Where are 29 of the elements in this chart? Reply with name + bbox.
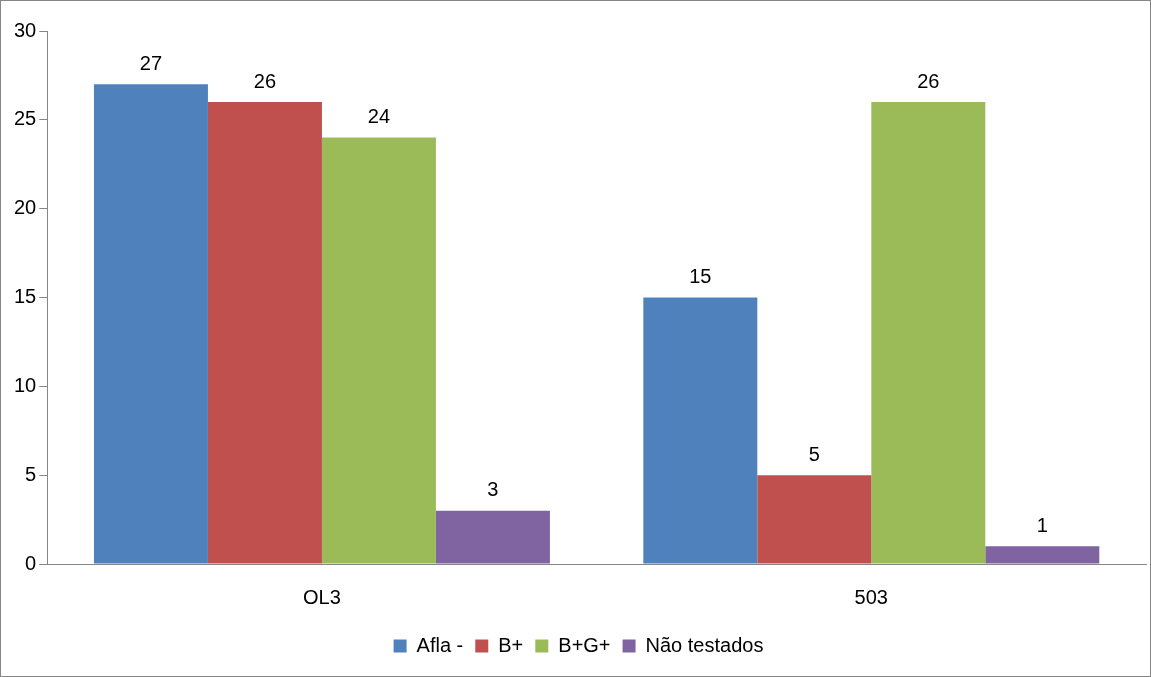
- legend-label: B+: [498, 633, 524, 656]
- y-tick-label: 5: [25, 462, 37, 485]
- bar: [435, 510, 550, 564]
- y-tick-label: 25: [14, 107, 37, 130]
- bar: [757, 475, 872, 564]
- y-tick-label: 20: [14, 196, 37, 219]
- bar: [321, 137, 436, 564]
- data-label: 27: [139, 51, 163, 74]
- x-tick-label: OL3: [303, 585, 341, 608]
- y-tick-label: 15: [14, 285, 37, 308]
- data-label: 26: [917, 69, 940, 92]
- data-label: 5: [808, 442, 820, 465]
- data-label: 3: [487, 478, 499, 501]
- legend-label: Afla -: [416, 633, 464, 656]
- bar: [871, 102, 986, 564]
- data-label: 26: [253, 69, 277, 92]
- data-label: 1: [1036, 513, 1048, 536]
- legend-label: Não testados: [645, 633, 764, 656]
- data-label: 15: [689, 265, 712, 288]
- bar: [985, 546, 1100, 564]
- bar: [643, 297, 758, 564]
- bar: [207, 102, 322, 564]
- bar: [93, 84, 208, 564]
- y-tick-label: 10: [14, 373, 37, 396]
- data-label: 24: [367, 105, 391, 128]
- legend-label: B+G+: [558, 633, 611, 656]
- x-tick-label: 503: [854, 585, 888, 608]
- y-tick-label: 30: [14, 18, 37, 41]
- y-tick-label: 0: [25, 551, 37, 574]
